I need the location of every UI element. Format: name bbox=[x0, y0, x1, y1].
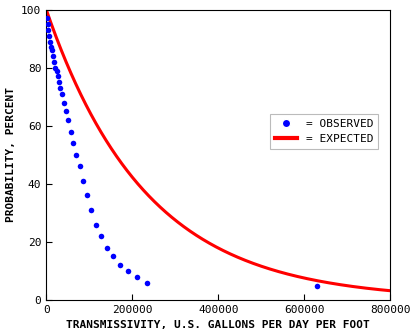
Point bbox=[104, 245, 110, 250]
Point bbox=[133, 274, 140, 280]
Point bbox=[56, 80, 62, 85]
Point bbox=[110, 254, 116, 259]
Point bbox=[49, 47, 55, 53]
Point bbox=[144, 280, 151, 285]
Point bbox=[46, 33, 52, 38]
Point bbox=[63, 109, 69, 114]
Point bbox=[70, 140, 77, 146]
Y-axis label: PROBABILITY, PERCENT: PROBABILITY, PERCENT bbox=[5, 87, 15, 222]
Point bbox=[57, 85, 64, 91]
Point bbox=[93, 222, 99, 227]
Point bbox=[117, 262, 124, 268]
Point bbox=[44, 22, 51, 27]
Point bbox=[60, 100, 67, 105]
Point bbox=[314, 283, 320, 288]
Point bbox=[44, 15, 50, 21]
Point bbox=[77, 164, 83, 169]
Point bbox=[47, 39, 53, 44]
Point bbox=[47, 45, 54, 50]
Point bbox=[65, 117, 72, 123]
Point bbox=[50, 53, 57, 59]
Point bbox=[53, 68, 60, 73]
Point bbox=[84, 193, 90, 198]
X-axis label: TRANSMISSIVITY, U.S. GALLONS PER DAY PER FOOT: TRANSMISSIVITY, U.S. GALLONS PER DAY PER… bbox=[66, 321, 370, 330]
Point bbox=[98, 234, 104, 239]
Point bbox=[67, 129, 74, 134]
Point bbox=[51, 59, 57, 65]
Point bbox=[54, 74, 61, 79]
Point bbox=[80, 178, 87, 183]
Point bbox=[88, 207, 95, 213]
Point bbox=[124, 268, 131, 274]
Point bbox=[45, 27, 52, 33]
Point bbox=[73, 152, 79, 158]
Legend: = OBSERVED, = EXPECTED: = OBSERVED, = EXPECTED bbox=[270, 114, 378, 149]
Point bbox=[59, 91, 65, 96]
Point bbox=[52, 65, 59, 70]
